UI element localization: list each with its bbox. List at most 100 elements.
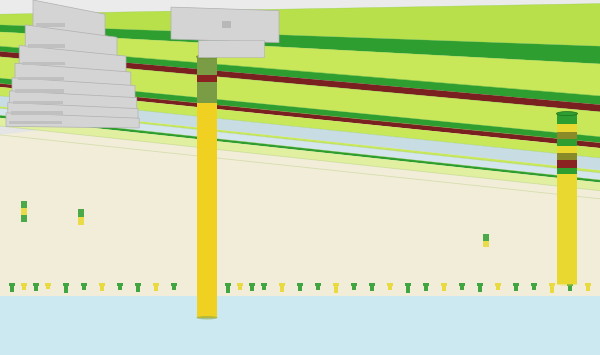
Bar xyxy=(424,286,428,291)
Polygon shape xyxy=(0,83,600,148)
Polygon shape xyxy=(171,7,279,43)
Bar xyxy=(568,286,572,291)
Bar xyxy=(21,208,27,215)
Polygon shape xyxy=(0,96,600,170)
Bar xyxy=(78,209,84,217)
Bar xyxy=(483,234,489,241)
Polygon shape xyxy=(0,106,600,173)
Bar xyxy=(557,139,577,146)
Bar xyxy=(514,286,518,291)
Bar xyxy=(11,111,63,115)
Bar xyxy=(152,283,160,286)
Polygon shape xyxy=(0,115,600,182)
Polygon shape xyxy=(0,0,600,89)
Bar xyxy=(15,89,64,93)
Bar xyxy=(46,286,50,289)
Bar xyxy=(350,283,358,286)
Bar xyxy=(566,283,574,286)
Bar xyxy=(198,40,264,57)
Polygon shape xyxy=(19,45,126,74)
Bar xyxy=(557,114,577,124)
Bar xyxy=(118,286,122,290)
Bar xyxy=(197,57,217,75)
Bar xyxy=(248,283,256,286)
Bar xyxy=(134,283,142,286)
Bar xyxy=(557,168,577,174)
Bar xyxy=(532,286,536,290)
Bar xyxy=(260,283,268,286)
Bar xyxy=(82,286,86,290)
Bar xyxy=(28,44,65,48)
Bar xyxy=(422,283,430,286)
Polygon shape xyxy=(0,51,600,112)
Bar xyxy=(334,286,338,293)
Polygon shape xyxy=(0,0,600,135)
Bar xyxy=(136,286,140,292)
Bar xyxy=(557,160,577,168)
Polygon shape xyxy=(33,0,105,40)
Polygon shape xyxy=(0,78,600,143)
Bar xyxy=(280,286,284,292)
Bar xyxy=(483,241,489,247)
Bar xyxy=(332,283,340,286)
Bar xyxy=(442,286,446,291)
Bar xyxy=(18,76,64,80)
Bar xyxy=(460,286,464,290)
Bar xyxy=(476,283,484,286)
Polygon shape xyxy=(25,25,117,59)
Bar xyxy=(21,215,27,222)
Bar xyxy=(9,121,62,124)
Ellipse shape xyxy=(556,111,578,116)
Bar xyxy=(296,283,304,286)
Bar xyxy=(224,283,232,286)
Bar xyxy=(586,286,590,291)
Polygon shape xyxy=(15,63,131,87)
Bar xyxy=(78,217,84,225)
Bar xyxy=(278,283,286,286)
Polygon shape xyxy=(0,25,600,64)
Bar xyxy=(352,286,356,290)
Bar xyxy=(100,286,104,291)
Bar xyxy=(32,283,40,286)
Bar xyxy=(154,286,158,291)
Bar xyxy=(0,296,600,355)
Bar xyxy=(262,286,266,290)
Bar xyxy=(20,283,28,286)
Bar xyxy=(314,283,322,286)
Bar xyxy=(172,286,176,290)
Bar xyxy=(458,283,466,286)
Bar xyxy=(236,283,244,286)
Polygon shape xyxy=(0,32,600,96)
Bar xyxy=(250,286,254,291)
Bar xyxy=(226,286,230,293)
Bar xyxy=(386,283,394,286)
Polygon shape xyxy=(6,113,139,128)
Bar xyxy=(22,62,65,65)
Bar xyxy=(238,286,242,290)
Bar xyxy=(62,283,70,286)
Bar xyxy=(440,283,448,286)
Bar xyxy=(512,283,520,286)
Bar xyxy=(34,286,38,291)
Bar xyxy=(388,286,392,290)
Bar xyxy=(44,283,52,286)
Ellipse shape xyxy=(196,316,218,320)
Bar xyxy=(222,21,231,28)
Bar xyxy=(550,286,554,293)
Bar xyxy=(298,286,302,291)
Bar xyxy=(80,283,88,286)
Bar xyxy=(370,286,374,291)
Bar xyxy=(8,283,16,286)
Polygon shape xyxy=(0,108,600,180)
Bar xyxy=(557,132,577,139)
Bar xyxy=(584,283,592,286)
Polygon shape xyxy=(0,46,600,105)
Bar xyxy=(98,283,106,286)
Bar xyxy=(557,174,577,284)
Ellipse shape xyxy=(196,55,218,59)
Bar xyxy=(557,124,577,132)
Bar xyxy=(170,283,178,286)
Bar xyxy=(64,286,68,293)
Bar xyxy=(116,283,124,286)
Polygon shape xyxy=(0,57,600,137)
